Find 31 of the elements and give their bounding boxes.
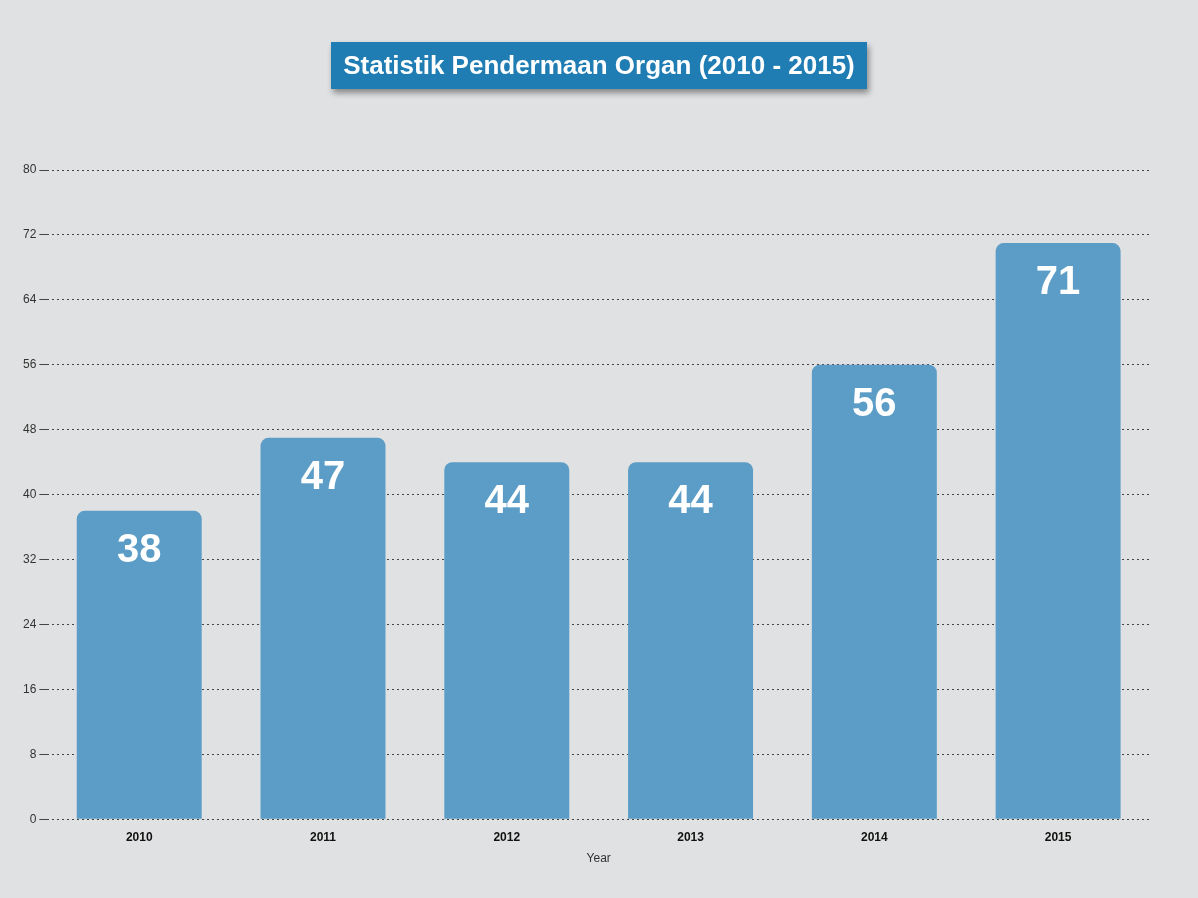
data-label: 38: [116, 525, 162, 570]
y-tick-label: 0: [29, 811, 37, 826]
data-label: 44: [668, 477, 714, 522]
chart-title: Statistik Pendermaan Organ (2010 - 2015): [331, 42, 867, 89]
y-tick-label: 8: [29, 746, 37, 761]
bar: [628, 462, 754, 819]
data-label: 47: [300, 452, 346, 497]
y-tick-label: 24: [22, 616, 37, 631]
y-tick-label: 32: [22, 551, 37, 566]
x-axis-title: Year: [586, 851, 611, 866]
x-tick-label: 2015: [1044, 829, 1072, 844]
y-tick-label: 80: [22, 162, 37, 177]
bar: [995, 243, 1121, 819]
bar: [444, 462, 570, 819]
data-label: 71: [1035, 258, 1081, 303]
bar: [811, 364, 937, 819]
x-tick-label: 2011: [309, 829, 337, 844]
y-tick-label: 56: [22, 357, 37, 372]
bar: [260, 437, 386, 819]
y-tick-label: 64: [22, 292, 37, 307]
bar: [76, 510, 202, 819]
data-label: 44: [484, 477, 530, 522]
y-tick-label: 48: [22, 421, 37, 436]
x-tick-label: 2013: [677, 829, 705, 844]
x-tick-label: 2010: [125, 829, 153, 844]
y-tick-label: 40: [22, 486, 37, 501]
x-tick-label: 2012: [493, 829, 521, 844]
y-tick-label: 72: [22, 227, 37, 242]
data-label: 56: [852, 379, 897, 424]
x-tick-label: 2014: [860, 829, 889, 844]
y-tick-label: 16: [22, 681, 37, 696]
